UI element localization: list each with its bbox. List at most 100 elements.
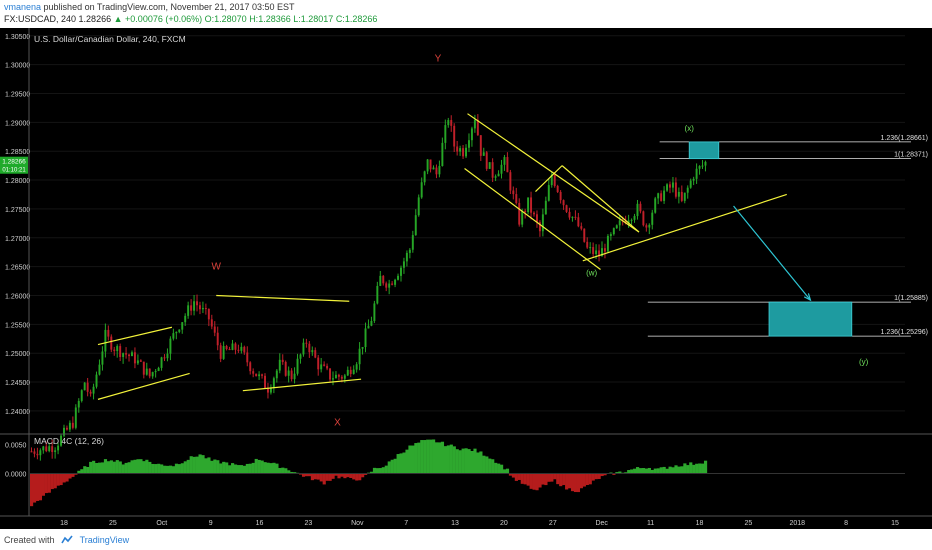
candle-body xyxy=(698,166,701,169)
macd-bar xyxy=(579,473,583,489)
macd-bar xyxy=(423,440,427,474)
candle-body xyxy=(128,354,131,357)
candle-body xyxy=(258,374,261,377)
macd-bar xyxy=(432,439,436,474)
candle-body xyxy=(290,370,293,380)
candle-body xyxy=(373,303,376,321)
candle-body xyxy=(376,285,379,304)
macd-bar xyxy=(668,466,672,474)
candle-body xyxy=(157,367,160,372)
macd-bar xyxy=(68,473,72,479)
candle-body xyxy=(586,241,589,248)
author-link[interactable]: vmanena xyxy=(4,2,42,12)
macd-bar xyxy=(482,455,486,474)
macd-bar xyxy=(204,458,208,474)
macd-bar xyxy=(491,459,495,474)
symbol-name[interactable]: FX:USDCAD, 240 xyxy=(4,14,77,24)
candle-body xyxy=(559,191,562,201)
macd-bar xyxy=(361,473,365,478)
macd-bar xyxy=(458,450,462,474)
candle-body xyxy=(565,205,568,212)
y-tick-label: 1.29000 xyxy=(5,120,30,127)
macd-bar xyxy=(174,463,179,474)
macd-bar xyxy=(210,460,214,474)
candle-body xyxy=(77,400,80,408)
price-chart[interactable]: 1.236(1.28661) 1(1.28371) 1(1.25885) 1.236(… xyxy=(0,28,932,529)
candle-body xyxy=(651,212,654,225)
candle-body xyxy=(618,220,621,226)
macd-bar xyxy=(488,458,492,474)
macd-bar xyxy=(231,463,235,474)
macd-bar xyxy=(467,449,471,474)
candle-body xyxy=(175,331,178,334)
macd-bar xyxy=(77,470,81,474)
candle-body xyxy=(465,147,467,157)
x-tick-label: 25 xyxy=(109,520,117,527)
annotations: 1.236(1.28661) 1(1.28371) 1(1.25885) 1.236(… xyxy=(97,54,928,428)
macd-bar xyxy=(154,464,158,474)
candle-body xyxy=(136,360,139,364)
macd-bar xyxy=(393,458,397,474)
candle-body xyxy=(210,319,213,327)
candle-body xyxy=(207,308,210,320)
macd-bar xyxy=(287,470,291,474)
candle-body xyxy=(589,247,592,249)
macd-bar xyxy=(44,473,48,494)
macd-bar xyxy=(517,473,521,480)
macd-bar xyxy=(420,440,424,474)
macd-bar xyxy=(281,467,285,474)
wave-label: Y xyxy=(435,54,442,65)
macd-bar xyxy=(387,461,391,474)
macd-bar xyxy=(656,468,660,474)
y-tick-label: 1.25000 xyxy=(5,351,30,358)
candle-body xyxy=(408,249,411,253)
candle-body xyxy=(533,212,535,215)
candle-body xyxy=(686,187,689,193)
candle-body xyxy=(154,371,157,373)
candle-body xyxy=(225,346,228,350)
candle-body xyxy=(379,275,382,286)
macd-bar xyxy=(50,473,54,490)
macd-bar xyxy=(145,459,149,474)
macd-bar xyxy=(165,465,170,474)
candle-body xyxy=(172,333,175,339)
candle-body xyxy=(314,350,317,358)
macd-bar xyxy=(502,469,507,474)
macd-bar xyxy=(100,462,105,474)
macd-bar xyxy=(662,466,666,474)
macd-bar xyxy=(325,473,329,481)
tradingview-link[interactable]: TradingView xyxy=(79,535,130,545)
macd-bar xyxy=(653,468,657,474)
wave-label: (y) xyxy=(859,358,869,367)
macd-bar xyxy=(582,473,586,487)
macd-bar xyxy=(550,473,554,482)
macd-bar xyxy=(86,466,90,474)
candle-body xyxy=(311,350,314,353)
candle-body xyxy=(674,182,677,197)
macd-bar xyxy=(293,472,297,474)
last-price-label: 1.28266 xyxy=(2,159,26,166)
macd-bar xyxy=(340,473,344,477)
candle-body xyxy=(476,119,479,136)
wave-label: (x) xyxy=(685,124,695,133)
candle-body xyxy=(201,307,204,310)
macd-bar xyxy=(115,460,119,474)
macd-bar xyxy=(304,473,309,477)
low-value: L:1.28017 xyxy=(293,14,334,24)
macd-bar xyxy=(594,473,598,480)
macd-bar xyxy=(228,465,232,474)
macd-bar xyxy=(177,464,181,474)
macd-bar xyxy=(443,446,448,474)
macd-bar xyxy=(195,456,199,474)
candle-body xyxy=(272,378,275,389)
candle-body xyxy=(296,358,299,374)
candle-body xyxy=(355,364,358,370)
candle-body xyxy=(281,359,284,362)
macd-bar xyxy=(399,453,403,474)
candle-body xyxy=(547,185,550,201)
grid-lines xyxy=(30,35,905,412)
candle-body xyxy=(51,446,54,452)
y-tick-label: 1.26500 xyxy=(5,265,30,272)
candle-body xyxy=(515,194,518,203)
x-tick-label: 18 xyxy=(696,520,704,527)
